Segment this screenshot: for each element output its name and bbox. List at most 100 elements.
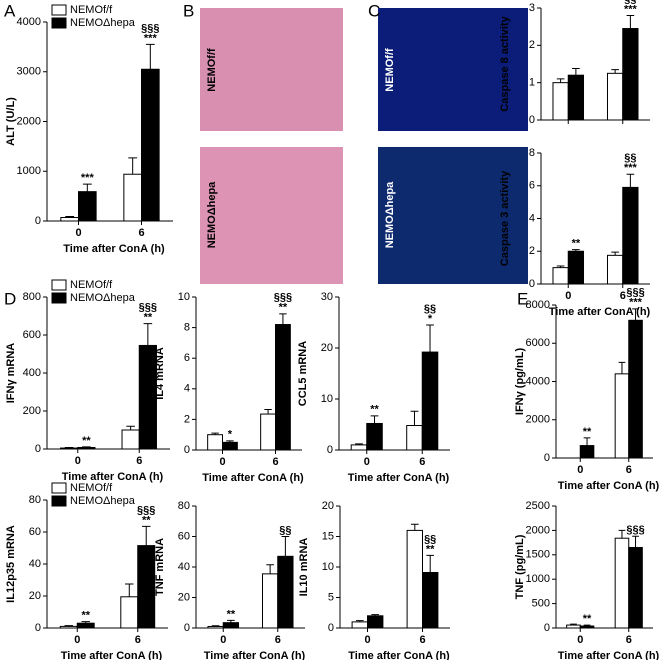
y-tick-label: 2000 (17, 115, 41, 127)
y-tick-label: 8 (529, 147, 535, 159)
y-tick-label: 6 (184, 352, 190, 364)
error-bar (410, 523, 419, 531)
bar (137, 545, 156, 629)
image-label: NEMOΔhepa (384, 181, 396, 248)
y-tick-label: 20 (321, 342, 333, 354)
legend-label: NEMOΔhepa (70, 17, 136, 29)
x-tick-label: 0 (577, 464, 583, 476)
bar (60, 447, 79, 450)
x-axis-label: Time after ConA (h) (549, 306, 651, 318)
y-tick-label: 1500 (526, 549, 550, 561)
bar (622, 186, 639, 285)
y-tick-label: 0 (327, 444, 333, 456)
bar (59, 625, 78, 629)
significance-label: *** (81, 172, 95, 184)
bar (567, 250, 585, 285)
bar (207, 434, 224, 451)
x-tick-label: 6 (419, 456, 425, 468)
legend-swatch (51, 4, 67, 16)
bar (406, 425, 423, 451)
significance-label: §§ (624, 0, 636, 5)
x-tick-label: 6 (138, 227, 144, 239)
y-tick-label: 400 (23, 367, 41, 379)
y-tick-label: 1000 (526, 573, 550, 585)
y-tick-label: 0 (35, 215, 41, 227)
y-tick-label: 80 (29, 494, 41, 506)
significance-label: §§§ (137, 504, 155, 516)
y-tick-label: 2 (529, 39, 535, 51)
legend-swatch (51, 292, 67, 304)
error-bar (65, 216, 75, 218)
error-bar (81, 621, 90, 624)
bar (141, 68, 160, 222)
y-tick-label: 60 (178, 530, 190, 542)
bar (628, 546, 643, 629)
y-tick-label: 1 (529, 77, 535, 89)
x-axis-label: Time after ConA (h) (558, 480, 660, 492)
y-axis-label: IFNγ (pg/mL) (514, 348, 526, 416)
x-tick-label: 0 (220, 634, 226, 646)
panel-letter: D (4, 289, 16, 308)
error-bar (618, 529, 626, 539)
bar (367, 615, 384, 629)
y-tick-label: 600 (23, 329, 41, 341)
fluorescence-image (378, 8, 528, 131)
error-bar (626, 14, 635, 29)
y-axis-label: CCL5 mRNA (297, 341, 309, 406)
error-bar (426, 554, 435, 573)
x-axis-label: Time after ConA (h) (204, 650, 306, 660)
bar (78, 191, 97, 222)
y-tick-label: 2500 (526, 500, 550, 512)
error-bar (82, 446, 91, 448)
bar (222, 622, 240, 629)
y-tick-label: 5 (328, 591, 334, 603)
bar (123, 173, 142, 222)
y-tick-label: 0 (529, 114, 535, 126)
legend-swatch (51, 279, 67, 291)
error-bar (82, 183, 92, 192)
x-tick-label: 0 (364, 456, 370, 468)
error-bar (611, 69, 619, 74)
error-bar (143, 323, 153, 346)
y-tick-label: 4 (184, 383, 190, 395)
significance-label: *** (624, 162, 638, 174)
legend-swatch (51, 495, 67, 507)
error-bar (611, 251, 619, 256)
significance-label: * (428, 313, 433, 325)
panel-letter: B (183, 1, 194, 20)
error-bar (279, 313, 287, 325)
bar (614, 537, 630, 629)
error-bar (632, 535, 639, 548)
panel-letter: A (4, 1, 16, 20)
bar (566, 624, 581, 629)
significance-label: * (228, 429, 233, 441)
y-tick-label: 40 (178, 561, 190, 573)
bar (552, 267, 569, 285)
significance-label: ** (426, 543, 435, 555)
y-tick-label: 30 (321, 291, 333, 303)
error-bar (211, 625, 220, 627)
error-bar (632, 308, 639, 321)
significance-label: ** (227, 608, 236, 620)
error-bar (226, 440, 234, 443)
error-bar (556, 78, 565, 83)
y-tick-label: 200 (23, 405, 41, 417)
x-axis-label: Time after ConA (h) (202, 472, 304, 484)
y-axis-label: ALT (U/L) (5, 97, 17, 146)
histology-image (200, 8, 343, 131)
error-bar (426, 324, 434, 353)
bar (222, 441, 238, 451)
histology-image (200, 147, 343, 284)
image-label: NEMOf/f (384, 48, 396, 92)
y-axis-label: Caspase 3 activity (499, 170, 511, 266)
significance-label: §§§ (141, 22, 159, 34)
x-tick-label: 6 (135, 634, 141, 646)
bar (421, 351, 439, 451)
error-bar (626, 173, 635, 188)
x-tick-label: 6 (136, 455, 142, 467)
error-bar (128, 157, 138, 175)
bar (579, 445, 595, 459)
x-tick-label: 0 (219, 456, 225, 468)
y-tick-label: 0 (544, 452, 550, 464)
y-tick-label: 0 (529, 278, 535, 290)
